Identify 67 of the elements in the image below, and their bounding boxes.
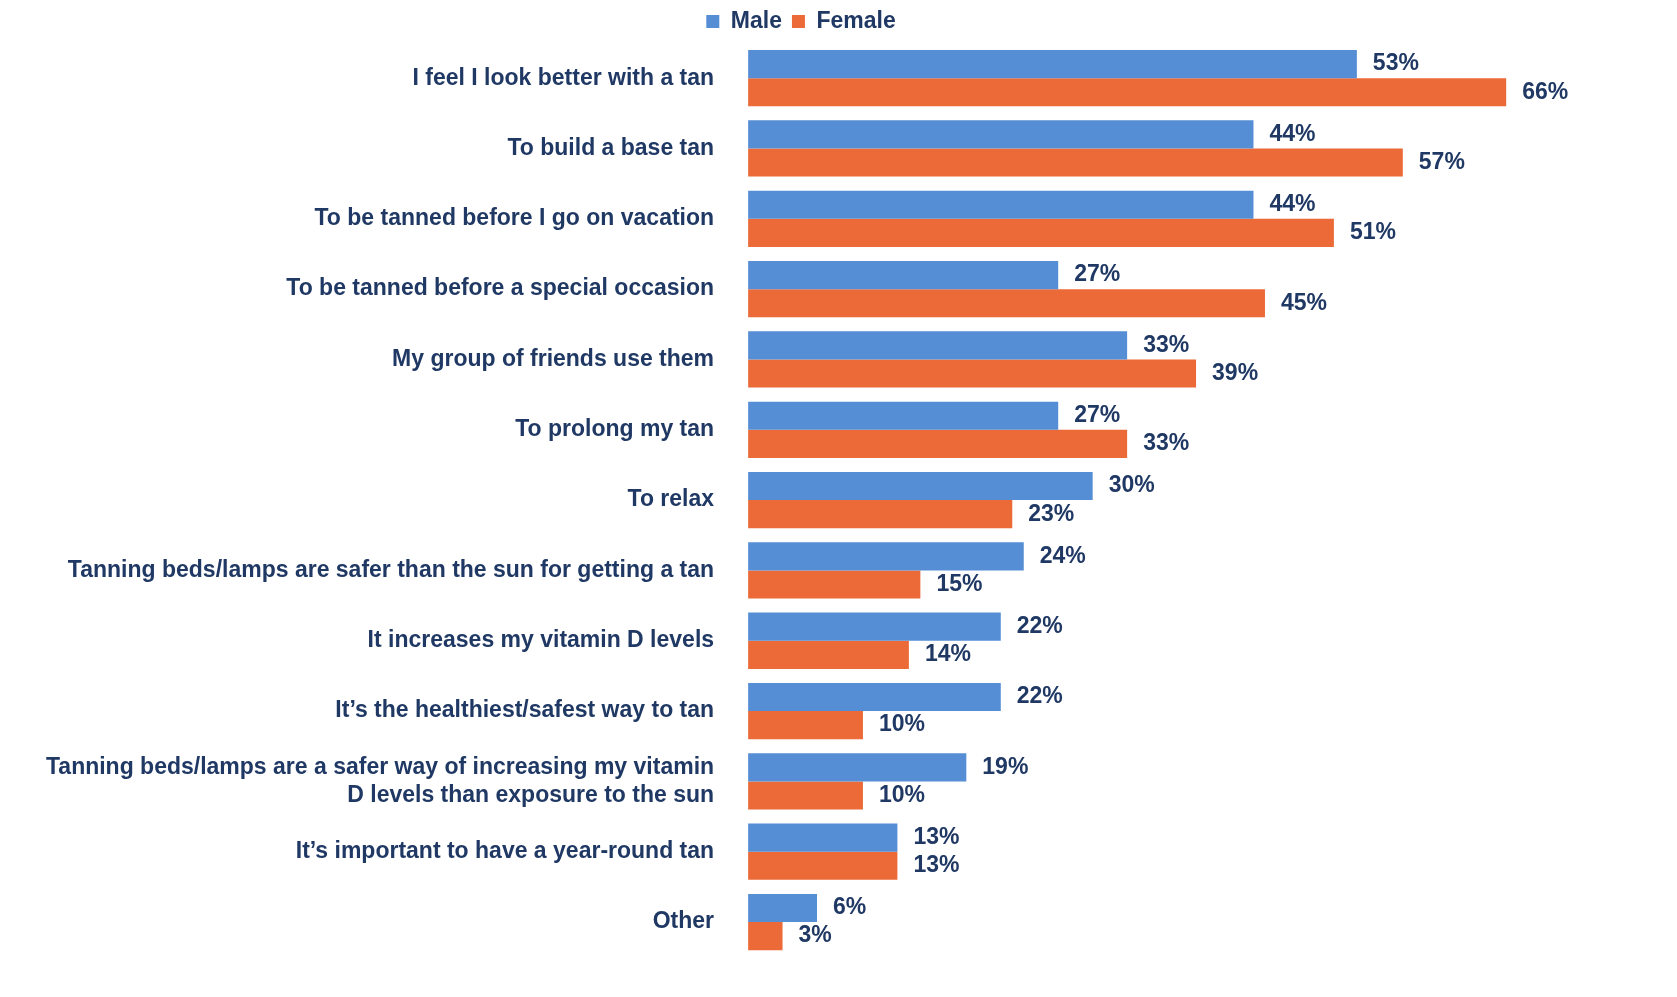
data-label: 10% — [878, 710, 925, 737]
bar — [748, 50, 1357, 79]
legend-label: Female — [816, 6, 896, 33]
data-label: 57% — [1418, 147, 1465, 174]
data-label: 14% — [924, 640, 971, 667]
data-label: 44% — [1269, 119, 1316, 146]
bar — [748, 823, 898, 852]
data-label: 66% — [1522, 77, 1569, 104]
data-label: 33% — [1143, 330, 1190, 357]
bar — [748, 401, 1059, 430]
y-tick-label: It’s the healthiest/safest way to tan — [335, 696, 715, 723]
data-label: 44% — [1269, 190, 1316, 217]
y-tick-label: It’s important to have a year-round tan — [295, 837, 715, 864]
bar — [748, 78, 1507, 107]
y-tick-label: To be tanned before a special occasion — [286, 274, 715, 301]
bar — [748, 893, 817, 923]
bar — [748, 429, 1128, 458]
bar — [748, 148, 1403, 177]
data-label: 30% — [1108, 471, 1155, 498]
y-tick-label: To be tanned before I go on vacation — [314, 204, 715, 231]
data-label: 15% — [936, 569, 983, 596]
y-tick-label: To relax — [627, 485, 715, 512]
bar — [748, 640, 909, 669]
bar — [748, 500, 1013, 529]
bar — [748, 612, 1001, 641]
data-label: 27% — [1074, 401, 1121, 428]
bar — [748, 190, 1254, 219]
bar — [748, 331, 1128, 360]
bar — [748, 753, 967, 782]
data-label: 22% — [1016, 682, 1063, 709]
y-tick-label: Other — [652, 907, 715, 934]
y-tick-label: Tanning beds/lamps are safer than the sun for getting a tan — [67, 555, 715, 582]
bar — [748, 359, 1197, 388]
y-tick-label: To prolong my tan — [515, 415, 715, 442]
bar — [748, 471, 1093, 501]
data-label: 23% — [1028, 499, 1075, 526]
legend-label: Male — [730, 6, 782, 33]
data-label: 27% — [1074, 260, 1121, 287]
bar — [748, 289, 1265, 318]
data-label: 39% — [1212, 358, 1259, 385]
data-label: 19% — [982, 752, 1029, 779]
bar — [748, 542, 1024, 571]
data-label: 13% — [913, 822, 960, 849]
data-label: 22% — [1016, 612, 1063, 639]
bar — [748, 711, 863, 740]
data-label: 6% — [833, 893, 867, 920]
data-label: 53% — [1372, 49, 1419, 76]
bar — [748, 682, 1001, 712]
data-label: 24% — [1039, 541, 1086, 568]
y-tick-label: It increases my vitamin D levels — [367, 626, 715, 653]
data-label: 3% — [798, 921, 832, 948]
bar — [748, 218, 1334, 247]
y-tick-label: Tanning beds/lamps are a safer way of increasing my vitamin D levels than exposure to the sun — [46, 752, 715, 807]
bar — [748, 781, 863, 810]
data-label: 10% — [878, 780, 925, 807]
bar — [748, 851, 898, 880]
data-label: 45% — [1280, 288, 1328, 315]
bar — [748, 120, 1254, 149]
y-tick-label: My group of friends use them — [392, 344, 715, 371]
bar — [748, 922, 783, 951]
bar — [748, 570, 921, 599]
data-label: 13% — [913, 851, 960, 878]
data-label: 51% — [1349, 218, 1396, 245]
y-tick-label: I feel I look better with a tan — [412, 63, 715, 90]
data-label: 33% — [1143, 429, 1190, 456]
y-tick-label: To build a base tan — [507, 133, 715, 160]
bar — [748, 261, 1059, 290]
